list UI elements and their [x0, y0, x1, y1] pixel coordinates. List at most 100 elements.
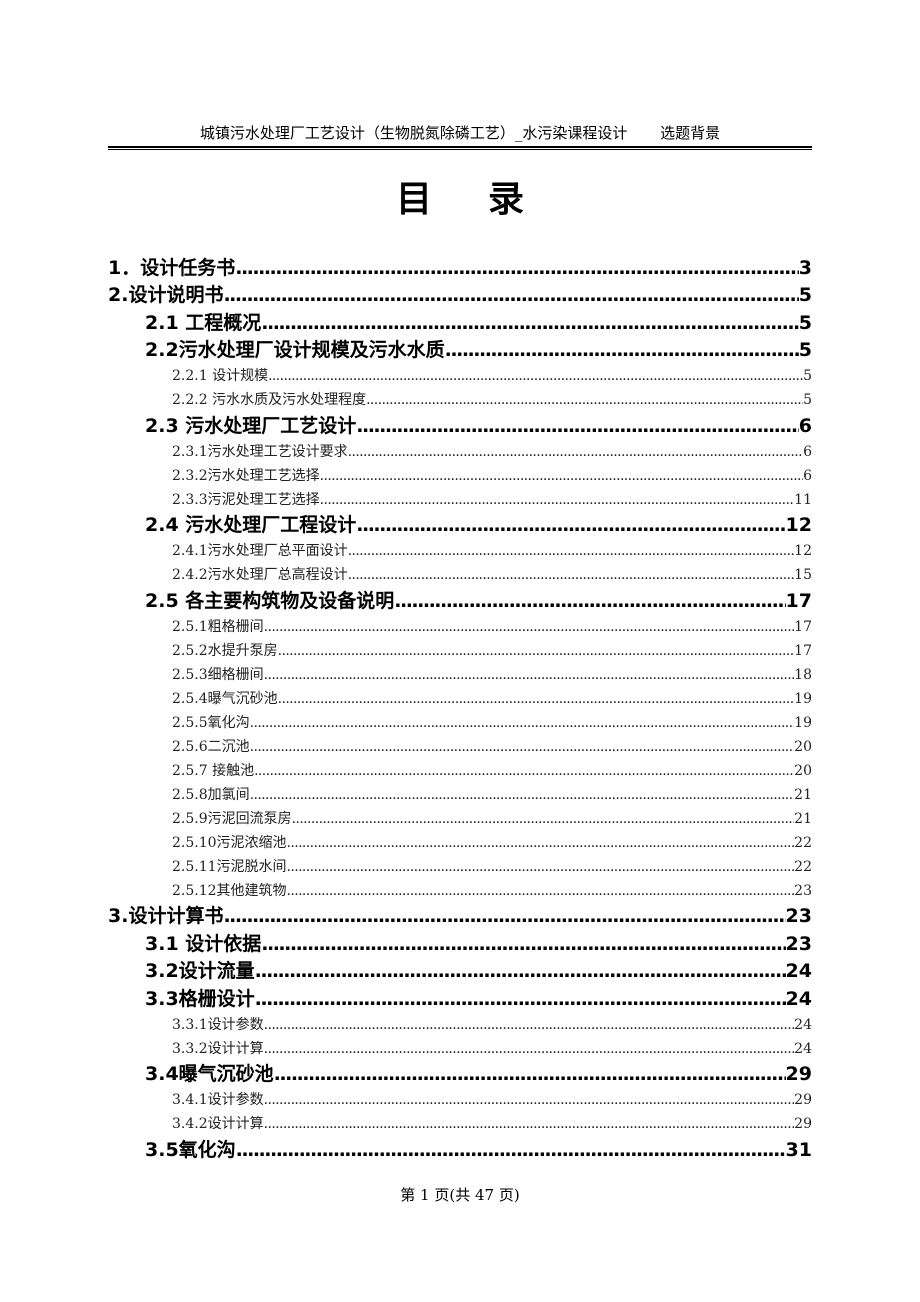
toc-entry[interactable]: 2.5.9污泥回流泵房.............................… — [108, 805, 812, 829]
toc-entry[interactable]: 3.4.2设计计算...............................… — [108, 1110, 812, 1134]
toc-entry[interactable]: 2.5.6二沉池................................… — [108, 733, 812, 757]
toc-entry[interactable]: 3.5氧化沟..................................… — [108, 1134, 812, 1162]
toc-leader-dots: ........................................… — [254, 960, 786, 982]
toc-entry[interactable]: 2.5.11污泥脱水间.............................… — [108, 853, 812, 877]
toc-entry[interactable]: 2.5.12其他建筑物.............................… — [108, 877, 812, 901]
toc-entry[interactable]: 2.5 各主要构筑物及设备说明.........................… — [108, 585, 812, 613]
toc-entry[interactable]: 2.2.2 污水水质及污水处理程度.......................… — [108, 386, 812, 410]
toc-entry-page: 17 — [794, 618, 812, 635]
toc-leader-dots: ........................................… — [263, 1092, 795, 1108]
toc-entry-page: 29 — [785, 1063, 812, 1085]
toc-entry-page: 21 — [794, 786, 812, 803]
toc-entry-label: 2.4.1污水处理厂总平面设计 — [172, 543, 348, 559]
toc-entry[interactable]: 2.2污水处理厂设计规模及污水水质.......................… — [108, 335, 812, 363]
header-title: 城镇污水处理厂工艺设计（生物脱氮除磷工艺）_水污染课程设计 — [199, 124, 628, 142]
toc-entry-label: 2.1 工程概况 — [145, 311, 262, 334]
title-char: 录 — [488, 178, 525, 220]
toc-entry[interactable]: 2.5.8加氯间................................… — [108, 781, 812, 805]
toc-entry-page: 11 — [794, 491, 812, 508]
toc-entry[interactable]: 3.3格栅设计.................................… — [108, 983, 812, 1011]
toc-entry[interactable]: 2.4.1污水处理厂总平面设计.........................… — [108, 537, 812, 561]
toc-leader-dots: ........................................… — [263, 618, 795, 635]
header-rule — [108, 146, 812, 150]
toc-entry[interactable]: 3.3.2设计计算...............................… — [108, 1035, 812, 1059]
toc-entry-label: 2.5.8加氯间 — [172, 786, 250, 803]
toc-entry[interactable]: 2.5.3细格栅间...............................… — [108, 661, 812, 685]
toc-entry-label: 3.4.2设计计算 — [172, 1116, 264, 1132]
toc-entry[interactable]: 3.4.1设计参数...............................… — [108, 1086, 812, 1110]
toc-leader-dots: ........................................… — [254, 762, 794, 779]
toc-entry-label: 2.5.10污泥浓缩池 — [172, 834, 287, 851]
toc-entry-label: 2.5.12其他建筑物 — [172, 882, 287, 899]
toc-leader-dots: ........................................… — [235, 1138, 786, 1161]
toc-entry-page: 6 — [803, 467, 812, 484]
toc-entry[interactable]: 2.4 污水处理厂工程设计...........................… — [108, 510, 812, 538]
toc-entry[interactable]: 2.3.2污水处理工艺选择...........................… — [108, 462, 812, 486]
toc-entry-page: 5 — [798, 311, 812, 334]
toc-leader-dots: ........................................… — [249, 786, 795, 803]
toc-leader-dots: ........................................… — [286, 834, 795, 851]
toc-entry-label: 3.4.1设计参数 — [172, 1092, 264, 1108]
toc-entry-label: 2.5.9污泥回流泵房 — [172, 810, 292, 827]
toc-entry-label: 3.3格栅设计 — [145, 987, 255, 1010]
toc-leader-dots: ........................................… — [261, 311, 799, 334]
toc-leader-dots: ........................................… — [249, 738, 795, 755]
toc-entry-label: 2.5.11污泥脱水间 — [172, 858, 287, 875]
toc-entry[interactable]: 3.2设计流量.................................… — [108, 956, 812, 984]
toc-entry[interactable]: 2.5.5氧化沟................................… — [108, 709, 812, 733]
toc-entry-page: 19 — [794, 714, 812, 731]
toc-entry-label: 3.3.1设计参数 — [172, 1016, 264, 1033]
toc-leader-dots: ........................................… — [356, 414, 798, 437]
toc-entry-label: 2.3 污水处理厂工艺设计 — [145, 414, 357, 437]
toc-entry[interactable]: 2.设计说明书.................................… — [108, 280, 812, 308]
toc-entry[interactable]: 1．设计任务书.................................… — [108, 252, 812, 280]
toc-leader-dots: ........................................… — [223, 905, 786, 927]
toc-entry[interactable]: 3.1 设计依据................................… — [108, 928, 812, 956]
toc-leader-dots: ........................................… — [394, 589, 785, 612]
toc-leader-dots: ........................................… — [277, 642, 795, 659]
toc-entry-label: 3.1 设计依据 — [145, 932, 262, 955]
toc-entry-label: 3.5氧化沟 — [145, 1138, 236, 1161]
toc-entry-label: 2.5.1粗格栅间 — [172, 618, 264, 635]
toc-entry-page: 24 — [794, 1040, 812, 1057]
toc-entry[interactable]: 3.4曝气沉砂池................................… — [108, 1059, 812, 1087]
toc-entry[interactable]: 2.3.1污水处理工艺设计要求.........................… — [108, 438, 812, 462]
toc-leader-dots: ........................................… — [286, 882, 795, 899]
toc-entry-page: 5 — [798, 339, 812, 361]
toc-leader-dots: ........................................… — [263, 1040, 795, 1057]
toc-leader-dots: ........................................… — [263, 666, 795, 683]
toc-entry[interactable]: 2.5.2水提升泵房..............................… — [108, 637, 812, 661]
toc-entry-label: 1．设计任务书 — [108, 256, 236, 279]
toc-leader-dots: ........................................… — [319, 491, 795, 508]
toc-entry-page: 22 — [794, 834, 812, 851]
toc-leader-dots: ........................................… — [356, 514, 786, 536]
toc-entry[interactable]: 3.3.1设计参数...............................… — [108, 1011, 812, 1035]
toc-entry-page: 3 — [798, 256, 812, 279]
toc-entry[interactable]: 2.5.10污泥浓缩池.............................… — [108, 829, 812, 853]
toc-entry[interactable]: 3.设计计算书.................................… — [108, 901, 812, 929]
toc-entry[interactable]: 2.5.1粗格栅间...............................… — [108, 613, 812, 637]
toc-entry[interactable]: 2.5.7 接触池...............................… — [108, 757, 812, 781]
header-section: 选题背景 — [660, 124, 721, 142]
toc-entry-page: 15 — [794, 567, 812, 583]
title-char: 目 — [395, 178, 432, 220]
toc-entry-label: 2.3.1污水处理工艺设计要求 — [172, 443, 348, 460]
toc-entry-label: 2.4.2污水处理厂总高程设计 — [172, 567, 348, 583]
toc-entry-label: 3.2设计流量 — [145, 960, 255, 982]
toc-leader-dots: ........................................… — [249, 714, 795, 731]
toc-entry-page: 20 — [794, 762, 812, 779]
toc-leader-dots: ........................................… — [291, 810, 795, 827]
toc-entry[interactable]: 2.3.3污泥处理工艺选择...........................… — [108, 486, 812, 510]
toc-entry-page: 29 — [794, 1092, 812, 1108]
toc-entry[interactable]: 2.5.4曝气沉砂池..............................… — [108, 685, 812, 709]
toc-leader-dots: ........................................… — [319, 467, 803, 484]
toc-entry-label: 2.3.2污水处理工艺选择 — [172, 467, 320, 484]
toc-entry[interactable]: 2.1 工程概况................................… — [108, 307, 812, 335]
toc-entry[interactable]: 2.3 污水处理厂工艺设计...........................… — [108, 410, 812, 438]
toc-entry[interactable]: 2.4.2污水处理厂总高程设计.........................… — [108, 561, 812, 585]
toc-entry-label: 3.设计计算书 — [108, 905, 224, 927]
toc-entry-label: 2.设计说明书 — [108, 284, 224, 306]
toc-leader-dots: ........................................… — [286, 858, 795, 875]
toc-entry[interactable]: 2.2.1 设计规模..............................… — [108, 362, 812, 386]
toc-leader-dots: ........................................… — [235, 256, 799, 279]
